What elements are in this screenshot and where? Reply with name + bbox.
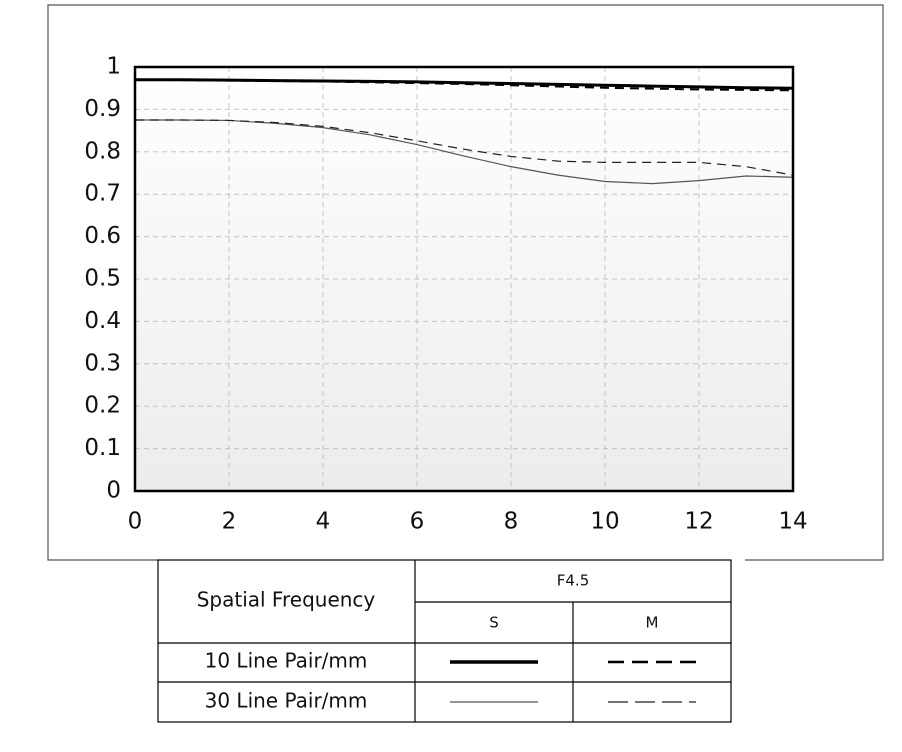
column-label: M — [646, 614, 659, 632]
mtf-line — [134, 78, 794, 92]
x-tick-label: 0 — [128, 509, 143, 535]
y-tick-label: 0.8 — [84, 138, 121, 164]
mtf-line — [135, 119, 794, 176]
x-tick-label: 12 — [684, 509, 713, 535]
y-tick-label: 0.1 — [84, 435, 121, 461]
y-tick-label: 0.7 — [84, 181, 121, 207]
row-label: 10 Line Pair/mm — [205, 649, 368, 673]
aperture-label: F4.5 — [557, 572, 589, 590]
plot-border — [133, 65, 795, 493]
y-tick-label: 0.6 — [84, 223, 121, 249]
table-header: Spatial Frequency — [197, 588, 376, 612]
y-tick-label: 0.4 — [84, 308, 121, 334]
legend-table — [157, 559, 732, 723]
y-tick-label: 0.9 — [84, 96, 121, 122]
x-tick-label: 6 — [410, 509, 425, 535]
x-tick-label: 8 — [504, 509, 519, 535]
x-tick-label: 10 — [590, 509, 619, 535]
y-tick-label: 0.2 — [84, 393, 121, 419]
y-tick-label: 1 — [106, 54, 121, 80]
row-label: 30 Line Pair/mm — [205, 689, 368, 713]
y-tick-label: 0.3 — [84, 350, 121, 376]
x-tick-label: 14 — [778, 509, 807, 535]
frame — [47, 4, 884, 561]
column-label: S — [489, 614, 499, 632]
y-tick-label: 0.5 — [84, 266, 121, 292]
y-tick-label: 0 — [106, 478, 121, 504]
x-tick-label: 4 — [316, 509, 331, 535]
x-tick-label: 2 — [222, 509, 237, 535]
